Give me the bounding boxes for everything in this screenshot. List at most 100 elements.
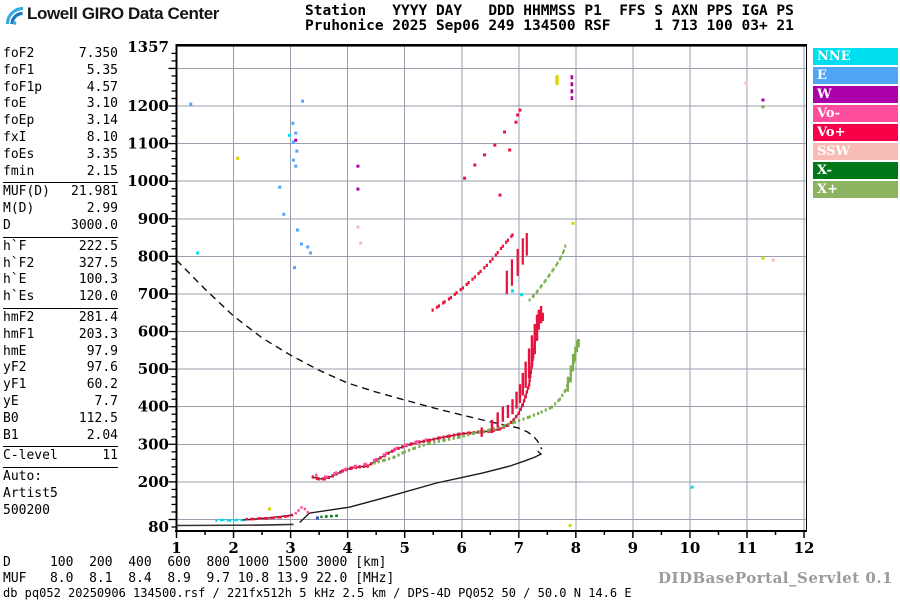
legend-item: E	[813, 67, 898, 84]
x-axis-tick-label: 4	[342, 539, 352, 557]
giro-logo-icon	[5, 6, 24, 25]
parameter-label: h`E	[3, 272, 27, 288]
y-axis-tick-label: 800	[138, 247, 169, 265]
parameter-value: 3000.0	[71, 217, 118, 233]
parameter-row: foE 3.10	[3, 96, 118, 113]
parameter-label: hmE	[3, 343, 27, 359]
parameter-label: MUF(D)	[3, 184, 50, 200]
parameter-value: 281.4	[78, 309, 118, 325]
parameter-row: yF1 60.2	[3, 377, 118, 394]
x-axis-tick-label: 2	[228, 539, 238, 557]
parameter-row: B1 2.04	[3, 428, 118, 445]
parameter-row: foF1 5.35	[3, 63, 118, 80]
parameter-row: Artist5	[3, 486, 118, 503]
parameter-label: B0	[3, 410, 19, 426]
parameter-value: 8.10	[86, 129, 118, 145]
servlet-version-label: DIDBasePortal_Servlet 0.1	[657, 569, 893, 587]
parameter-row: fmin 2.15	[3, 164, 118, 181]
parameter-row: MUF(D) 21.981	[3, 184, 118, 201]
muf-row: MUF 8.0 8.1 8.4 8.9 9.7 10.8 13.9 22.0 […	[3, 570, 395, 586]
parameter-value: 2.99	[86, 201, 118, 217]
parameter-row: h`E 100.3	[3, 272, 118, 289]
y-axis-tick-label: 700	[138, 285, 169, 303]
parameter-label: yE	[3, 393, 19, 409]
parameter-row: 500200	[3, 503, 118, 520]
y-axis-tick-label: 900	[138, 210, 169, 228]
y-axis-tick-label: 500	[138, 360, 169, 378]
parameter-value: 2.15	[86, 163, 118, 179]
panel-separator	[3, 182, 118, 184]
parameter-readout-panel: foF2 7.350 foF1 5.35 foF1p 4.57 foE 3.10 foEp 3.1…	[3, 46, 118, 520]
parameter-row: foEs 3.35	[3, 147, 118, 164]
parameter-row: foEp 3.14	[3, 113, 118, 130]
parameter-label: 500200	[3, 502, 50, 518]
station-header-values: Pruhonice 2025 Sep06 249 134500 RSF 1 71…	[305, 18, 794, 34]
parameter-label: B1	[3, 427, 19, 443]
y-axis-tick-label: 600	[138, 323, 169, 341]
parameter-value: 100.3	[78, 272, 118, 288]
parameter-label: M(D)	[3, 201, 35, 217]
parameter-label: fxI	[3, 129, 27, 145]
parameter-label: Auto:	[3, 469, 43, 485]
parameter-value: 7.7	[94, 393, 118, 409]
brand-title: Lowell GIRO Data Center	[27, 4, 220, 23]
parameter-label: fmin	[3, 163, 35, 179]
parameter-label: D	[3, 217, 11, 233]
parameter-value: 203.3	[78, 326, 118, 342]
parameter-row: h`Es 120.0	[3, 289, 118, 306]
x-axis-tick-label: 11	[737, 539, 758, 557]
x-axis-tick-label: 1	[171, 539, 181, 557]
y-axis-tick-label: 1000	[127, 172, 169, 190]
x-axis-tick-label: 10	[680, 539, 701, 557]
y-axis-tick-label: 1357	[127, 38, 169, 56]
parameter-row: foF2 7.350	[3, 46, 118, 63]
y-axis-tick-label: 300	[138, 435, 169, 453]
parameter-value: 60.2	[86, 377, 118, 393]
x-axis-tick-label: 8	[571, 539, 581, 557]
parameter-value: 3.14	[86, 113, 118, 129]
parameter-label: hmF2	[3, 309, 35, 325]
parameter-label: foEp	[3, 113, 35, 129]
parameter-label: h`Es	[3, 289, 35, 305]
parameter-row: yE 7.7	[3, 394, 118, 411]
parameter-label: foEs	[3, 146, 35, 162]
parameter-row: hmF2 281.4	[3, 310, 118, 327]
parameter-row: Auto:	[3, 469, 118, 486]
parameter-row: M(D) 2.99	[3, 201, 118, 218]
parameter-value: 112.5	[78, 410, 118, 426]
panel-separator	[3, 236, 118, 238]
parameter-row: foF1p 4.57	[3, 80, 118, 97]
y-axis-tick-label: 1200	[127, 97, 169, 115]
legend-item: Vo+	[813, 124, 898, 141]
legend-item: X+	[813, 181, 898, 198]
y-axis-tick-label: 200	[138, 473, 169, 491]
parameter-value: 7.350	[78, 46, 118, 61]
parameter-label: foF1p	[3, 79, 43, 95]
parameter-value: 327.5	[78, 255, 118, 271]
parameter-value: 3.10	[86, 96, 118, 112]
file-status-line: db pq052 20250906 134500.rsf / 221fx512h…	[3, 586, 632, 600]
parameter-label: Artist5	[3, 485, 58, 501]
panel-separator	[3, 467, 118, 469]
parameter-label: foE	[3, 96, 27, 112]
x-axis-tick-label: 5	[399, 539, 409, 557]
parameter-value: 3.35	[86, 146, 118, 162]
parameter-label: h`F2	[3, 255, 35, 271]
distance-row: D 100 200 400 600 800 1000 1500 3000 [km…	[3, 555, 387, 570]
parameter-label: h`F	[3, 238, 27, 254]
station-header-labels: Station YYYY DAY DDD HHMMSS P1 FFS S AXN…	[305, 3, 794, 19]
trace-legend: NNE E W Vo- Vo+ SSW X- X+	[813, 48, 898, 200]
legend-item: SSW	[813, 143, 898, 160]
panel-separator	[3, 446, 118, 448]
legend-item: W	[813, 86, 898, 103]
x-axis-tick-label: 12	[794, 539, 815, 557]
parameter-value: 120.0	[78, 289, 118, 305]
x-axis-tick-label: 3	[285, 539, 295, 557]
parameter-row: hmE 97.9	[3, 344, 118, 361]
parameter-value: 21.981	[71, 184, 118, 200]
parameter-row: hmF1 203.3	[3, 327, 118, 344]
x-axis-tick-label: 6	[457, 539, 467, 557]
y-axis-tick-label: 80	[148, 518, 169, 536]
